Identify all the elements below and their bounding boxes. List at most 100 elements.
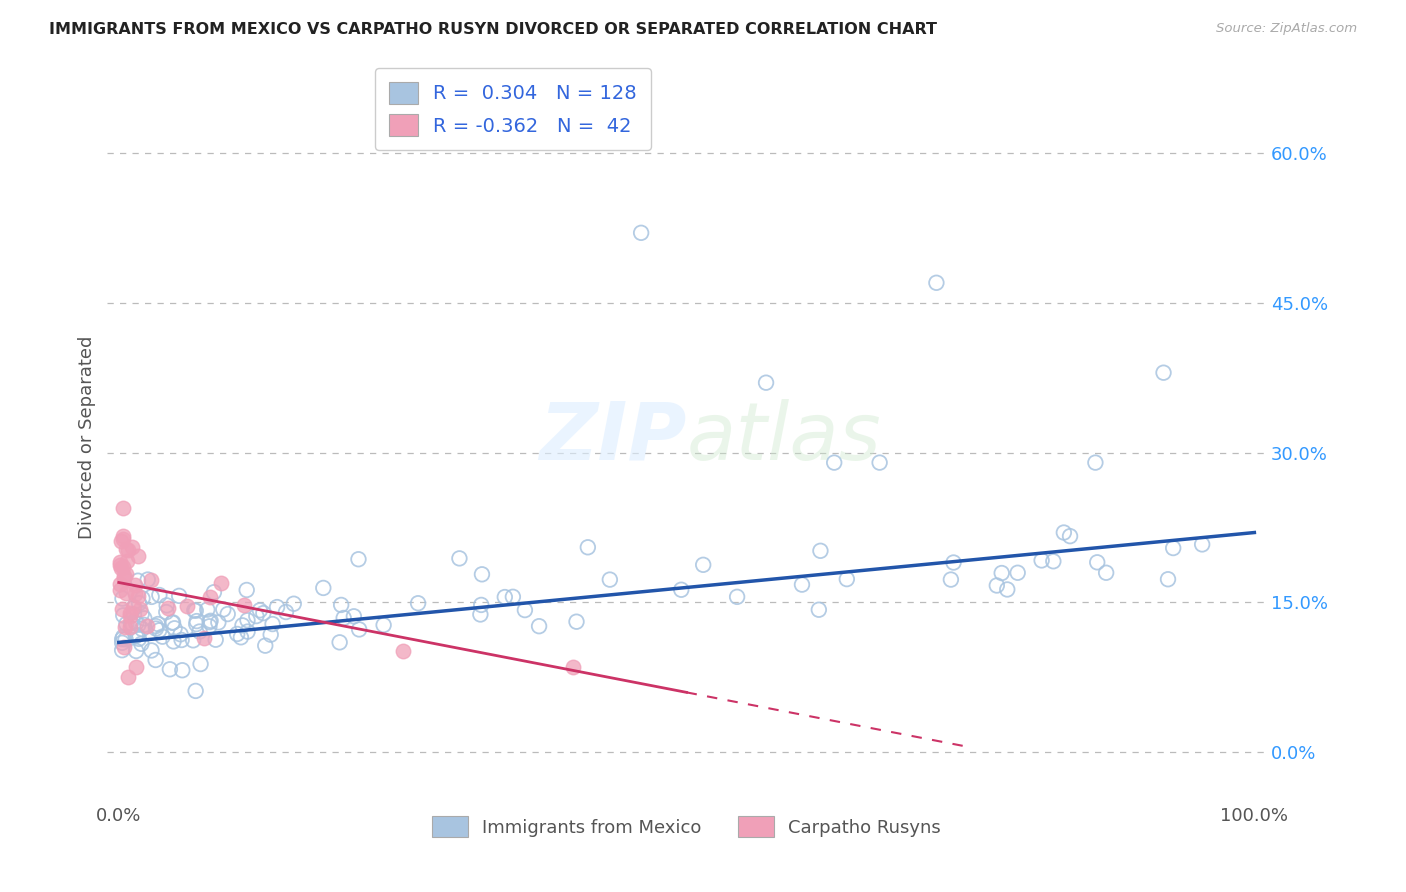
Point [502,590,524,604]
Point [115,617,138,632]
Point [470,607,492,622]
Point [226,627,249,641]
Point [986,578,1008,592]
Point [108,555,131,569]
Point [127,628,149,642]
Point [131,591,153,606]
Point [134,618,156,632]
Point [156,599,179,613]
Point [122,618,145,632]
Point [190,657,212,671]
Point [184,684,207,698]
Point [112,560,135,574]
Point [470,598,492,612]
Point [152,630,174,644]
Point [198,619,221,633]
Point [186,614,208,628]
Point [125,660,148,674]
Point [329,635,352,649]
Point [671,582,693,597]
Point [204,632,226,647]
Point [262,617,284,632]
Point [1095,566,1118,580]
Point [755,376,778,390]
Point [995,582,1018,597]
Point [869,456,891,470]
Point [127,589,149,603]
Point [565,615,588,629]
Point [115,567,138,582]
Point [121,540,143,554]
Point [229,630,252,644]
Point [990,566,1012,580]
Point [725,590,748,604]
Point [112,608,135,623]
Point [125,644,148,658]
Point [131,622,153,636]
Point [131,637,153,651]
Point [274,605,297,619]
Point [198,615,221,629]
Point [254,639,277,653]
Point [312,581,335,595]
Point [562,660,585,674]
Point [155,605,177,619]
Point [343,609,366,624]
Point [115,586,138,600]
Point [145,622,167,636]
Point [170,632,193,647]
Point [114,619,136,633]
Point [373,618,395,632]
Point [167,589,190,603]
Point [121,600,143,615]
Point [112,640,135,655]
Point [266,600,288,615]
Point [810,543,832,558]
Point [217,607,239,621]
Point [128,617,150,632]
Point [108,558,131,572]
Point [406,596,429,610]
Point [146,617,169,632]
Point [125,629,148,643]
Point [599,573,621,587]
Point [141,643,163,657]
Point [188,624,211,639]
Point [198,590,221,604]
Point [163,621,186,635]
Point [141,573,163,587]
Point [122,607,145,622]
Point [145,653,167,667]
Point [235,582,257,597]
Point [111,636,134,650]
Point [117,554,139,568]
Point [332,611,354,625]
Point [252,606,274,620]
Point [162,634,184,648]
Point [148,624,170,638]
Point [925,276,948,290]
Point [157,601,180,615]
Point [807,603,830,617]
Point [1157,572,1180,586]
Point [148,588,170,602]
Point [630,226,652,240]
Point [135,618,157,632]
Point [330,598,353,612]
Point [1031,553,1053,567]
Point [1084,456,1107,470]
Point [494,590,516,604]
Point [1161,541,1184,555]
Point [209,575,232,590]
Point [172,663,194,677]
Point [118,620,141,634]
Point [112,529,135,543]
Point [186,617,208,632]
Point [112,532,135,546]
Point [236,613,259,627]
Text: IMMIGRANTS FROM MEXICO VS CARPATHO RUSYN DIVORCED OR SEPARATED CORRELATION CHART: IMMIGRANTS FROM MEXICO VS CARPATHO RUSYN… [49,22,938,37]
Point [1153,366,1175,380]
Point [134,611,156,625]
Point [127,574,149,588]
Point [114,632,136,647]
